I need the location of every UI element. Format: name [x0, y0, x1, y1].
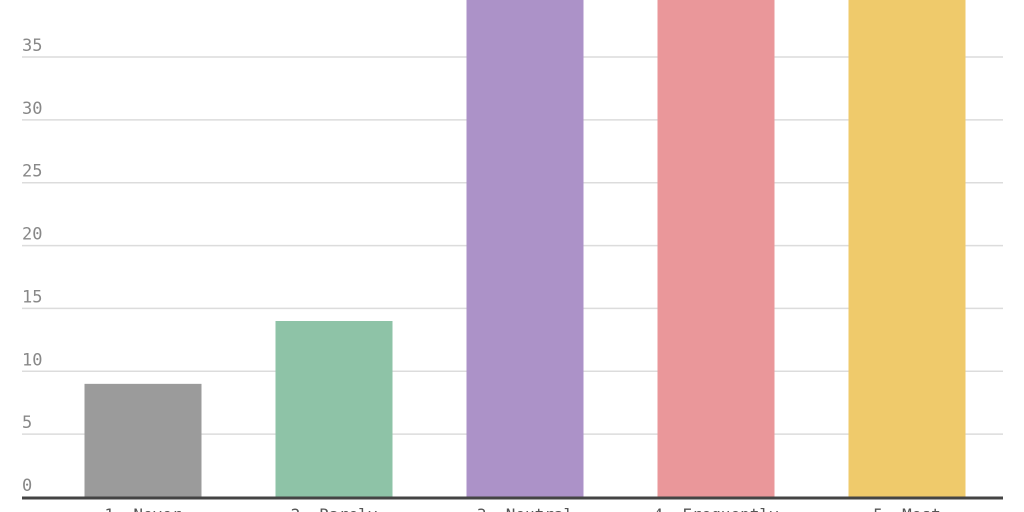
- y-tick-label: 30: [22, 99, 42, 119]
- bar: [275, 321, 393, 497]
- y-tick-label: 20: [22, 225, 42, 245]
- x-tick-label: 4. Frequently: [653, 505, 779, 512]
- bar: [657, 0, 775, 497]
- x-tick-label: 2. Rarely: [291, 505, 378, 512]
- y-tick-label: 0: [22, 476, 32, 496]
- y-tick-label: 35: [22, 36, 42, 56]
- x-tick-label: 1. Never: [104, 505, 181, 512]
- y-tick-label: 5: [22, 413, 32, 433]
- bar: [466, 0, 584, 497]
- y-tick-label: 10: [22, 350, 42, 370]
- y-tick-label: 15: [22, 287, 42, 307]
- y-tick-label: 25: [22, 162, 42, 182]
- bar: [84, 383, 202, 497]
- bar: [848, 0, 966, 497]
- x-tick-label: 5. Most: [873, 505, 940, 512]
- x-tick-label: 3. Neutral: [477, 505, 573, 512]
